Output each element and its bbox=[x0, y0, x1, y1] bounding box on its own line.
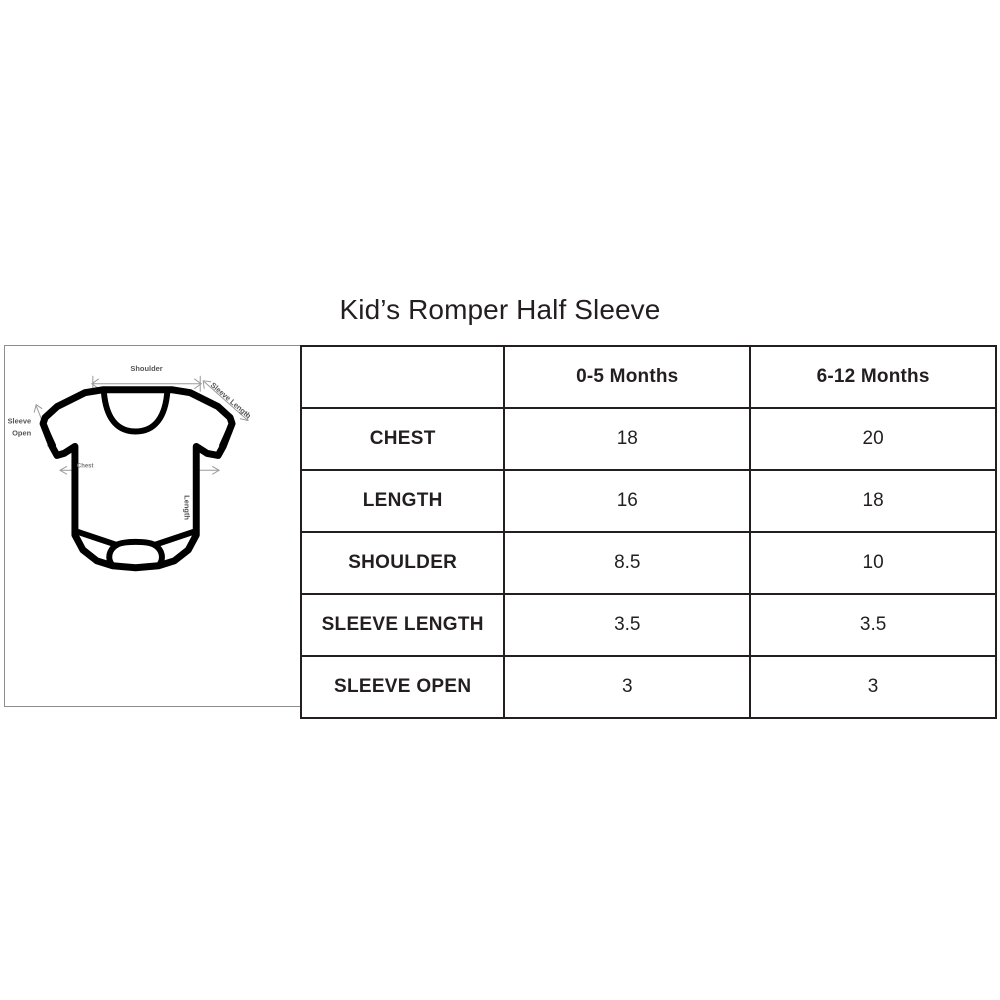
romper-outline bbox=[39, 386, 236, 572]
table-row: CHEST 18 20 bbox=[299, 407, 997, 471]
cell-sleeve-open-0-5-months: 3 bbox=[503, 655, 752, 719]
diagram-label-chest: Chest bbox=[77, 463, 94, 469]
table-row: LENGTH 16 18 bbox=[299, 469, 997, 533]
table-row: SHOULDER 8.5 10 bbox=[299, 531, 997, 595]
column-header-6-12-months: 6-12 Months bbox=[749, 345, 997, 409]
sleeve-length-dimension bbox=[202, 380, 249, 422]
diagram-label-sleeve-open-line1: Sleeve bbox=[8, 417, 32, 426]
cell-chest-6-12-months: 20 bbox=[749, 407, 997, 471]
size-table: 0-5 Months 6-12 Months CHEST 18 20 LENGT… bbox=[299, 345, 997, 719]
diagram-label-sleeve-open-line2: Open bbox=[12, 429, 31, 438]
row-label-sleeve-length: SLEEVE LENGTH bbox=[299, 593, 506, 657]
cell-sleeve-open-6-12-months: 3 bbox=[749, 655, 997, 719]
cell-chest-0-5-months: 18 bbox=[503, 407, 752, 471]
row-label-chest: CHEST bbox=[299, 407, 506, 471]
page-title: Kid’s Romper Half Sleeve bbox=[339, 294, 661, 325]
romper-measurement-diagram: Shoulder Sleeve Length Sleeve Open Chest… bbox=[8, 364, 253, 572]
column-header-0-5-months: 0-5 Months bbox=[503, 345, 752, 409]
row-label-sleeve-open: SLEEVE OPEN bbox=[299, 655, 506, 719]
cell-length-0-5-months: 16 bbox=[503, 469, 752, 533]
cell-length-6-12-months: 18 bbox=[749, 469, 997, 533]
row-label-shoulder: SHOULDER bbox=[299, 531, 506, 595]
table-row: SLEEVE LENGTH 3.5 3.5 bbox=[299, 593, 997, 657]
row-label-length: LENGTH bbox=[299, 469, 506, 533]
table-corner-cell bbox=[299, 345, 506, 409]
romper-diagram-panel: Shoulder Sleeve Length Sleeve Open Chest… bbox=[4, 345, 300, 707]
table-row: SLEEVE OPEN 3 3 bbox=[299, 655, 997, 719]
size-chart: Shoulder Sleeve Length Sleeve Open Chest… bbox=[4, 345, 997, 719]
cell-sleeve-length-0-5-months: 3.5 bbox=[503, 593, 752, 657]
cell-sleeve-length-6-12-months: 3.5 bbox=[749, 593, 997, 657]
diagram-label-length: Length bbox=[182, 495, 191, 520]
cell-shoulder-0-5-months: 8.5 bbox=[503, 531, 752, 595]
cell-shoulder-6-12-months: 10 bbox=[749, 531, 997, 595]
shoulder-dimension bbox=[90, 375, 203, 392]
table-header-row: 0-5 Months 6-12 Months bbox=[299, 345, 997, 409]
diagram-label-shoulder: Shoulder bbox=[130, 364, 162, 373]
